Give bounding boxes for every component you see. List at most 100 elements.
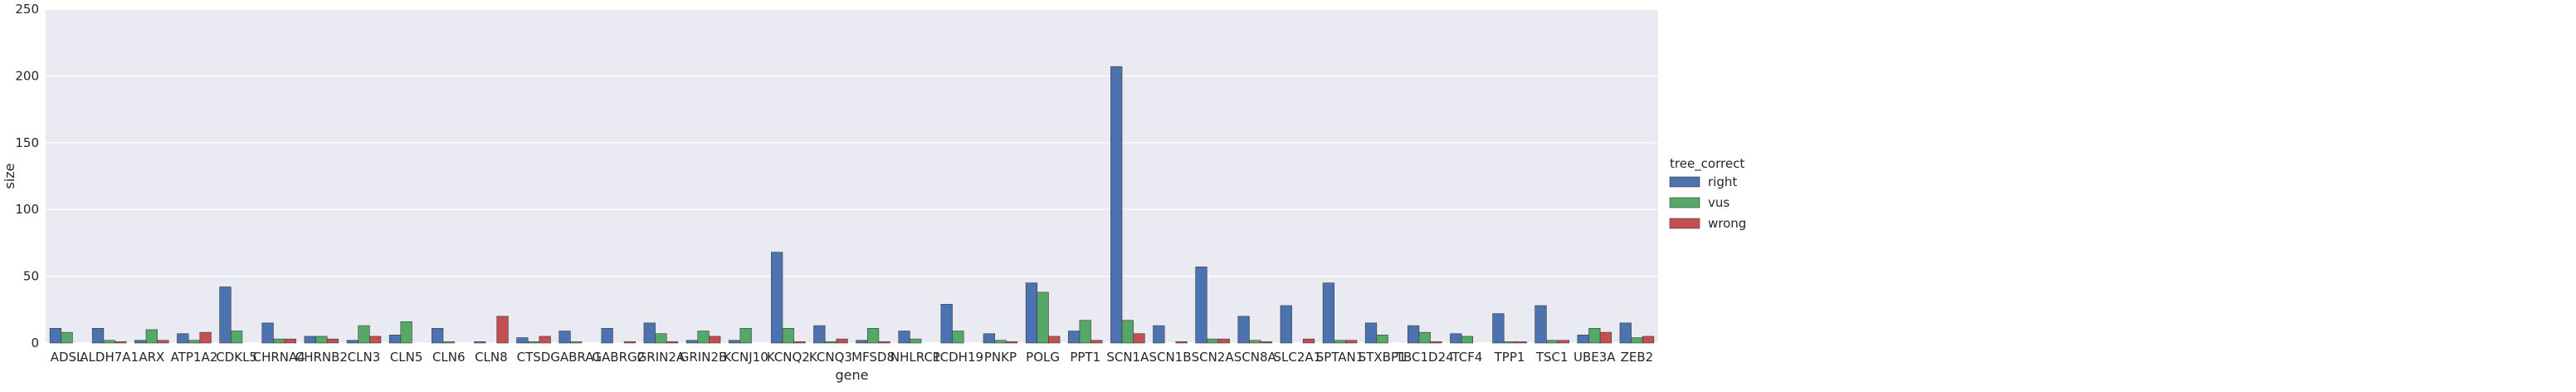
bar-right-polg bbox=[1025, 282, 1038, 344]
bar-right-kcnq3 bbox=[813, 325, 826, 344]
x-tick-label: CDKL5 bbox=[216, 350, 257, 365]
x-tick-label: SCN8A bbox=[1234, 350, 1277, 365]
bar-right-pcdh19 bbox=[940, 304, 953, 344]
x-tick-label: TBC1D24 bbox=[1395, 350, 1454, 365]
bar-vus-stxbp1 bbox=[1376, 335, 1388, 344]
bar-right-nhlrc1 bbox=[898, 331, 910, 344]
bar-wrong-tpp1 bbox=[1515, 341, 1527, 344]
bar-right-cln3 bbox=[346, 340, 359, 344]
x-tick-label: CLN3 bbox=[348, 350, 381, 365]
bar-right-scn8a bbox=[1237, 316, 1250, 344]
x-tick-label: UBE3A bbox=[1573, 350, 1616, 365]
bar-right-cln5 bbox=[388, 335, 402, 344]
y-tick-label: 100 bbox=[15, 202, 39, 217]
bar-vus-kcnq2 bbox=[782, 328, 794, 344]
bar-right-kcnq2 bbox=[771, 252, 783, 344]
x-tick-label: NHLRC1 bbox=[890, 350, 941, 365]
x-tick-label: GRIN2B bbox=[680, 350, 728, 365]
legend: tree_correct right vus wrong bbox=[1669, 156, 1746, 231]
y-tick-label: 250 bbox=[15, 2, 39, 17]
bar-right-slc2a1 bbox=[1280, 305, 1292, 344]
x-tick-label: TSC1 bbox=[1535, 350, 1569, 365]
bar-right-grin2b bbox=[685, 340, 699, 344]
bar-vus-nhlrc1 bbox=[910, 338, 922, 344]
bar-vus-kcnj10 bbox=[739, 328, 752, 344]
x-tick-label: ADSL bbox=[51, 350, 84, 365]
x-tick-label: TPP1 bbox=[1494, 350, 1525, 365]
bar-right-atp1a2 bbox=[177, 333, 189, 344]
x-tick-label: KCNQ2 bbox=[767, 350, 810, 365]
bar-vus-arx bbox=[145, 329, 158, 344]
x-tick-label: POLG bbox=[1026, 350, 1060, 365]
bar-wrong-polg bbox=[1048, 336, 1061, 344]
bar-vus-cln6 bbox=[442, 341, 455, 344]
bar-right-grin2a bbox=[643, 322, 656, 344]
bar-wrong-zeb2 bbox=[1642, 336, 1655, 344]
bar-vus-pnkp bbox=[994, 340, 1007, 344]
bar-vus-mfsd8 bbox=[866, 328, 880, 344]
bar-right-chrnb2 bbox=[304, 336, 316, 344]
bar-vus-chrnb2 bbox=[315, 336, 328, 344]
x-tick-label: SLC2A1 bbox=[1274, 350, 1322, 365]
x-tick-label: PCDH19 bbox=[933, 350, 983, 365]
bar-wrong-kcnq3 bbox=[836, 338, 848, 344]
x-tick-label: ZEB2 bbox=[1621, 350, 1654, 365]
legend-label-right: right bbox=[1708, 174, 1737, 189]
x-tick-label: ARX bbox=[139, 350, 164, 365]
bars bbox=[49, 66, 1655, 344]
x-tick-label: KCNJ10 bbox=[724, 350, 768, 365]
bar-right-tbc1d24 bbox=[1408, 325, 1420, 344]
bar-wrong-arx bbox=[157, 340, 169, 344]
bar-right-kcnj10 bbox=[728, 340, 741, 344]
y-tick-label: 200 bbox=[15, 68, 39, 83]
x-tick-label: PNKP bbox=[984, 350, 1017, 365]
bar-wrong-pnkp bbox=[1005, 341, 1018, 344]
x-tick-label: MFSD8 bbox=[851, 350, 895, 365]
bar-right-ctsd bbox=[516, 337, 529, 344]
bar-vus-grin2b bbox=[697, 331, 710, 344]
bar-right-chrna4 bbox=[261, 322, 274, 344]
bar-vus-pcdh19 bbox=[952, 331, 964, 344]
x-tick-label: TCF4 bbox=[1451, 350, 1482, 365]
bar-right-tcf4 bbox=[1450, 333, 1462, 344]
bar-right-mfsd8 bbox=[856, 340, 868, 344]
y-tick-label: 50 bbox=[23, 269, 39, 284]
bar-wrong-ppt1 bbox=[1090, 340, 1103, 344]
y-tick-labels: 0 50 100 150 200 250 bbox=[15, 2, 39, 350]
bar-wrong-grin2a bbox=[666, 341, 679, 344]
bar-vus-cdkl5 bbox=[230, 331, 243, 344]
bar-vus-polg bbox=[1037, 292, 1049, 344]
bar-right-sptan1 bbox=[1322, 282, 1334, 344]
bar-vus-kcnq3 bbox=[824, 341, 837, 344]
bar-right-gabra1 bbox=[559, 331, 571, 344]
x-tick-label: KCNQ3 bbox=[809, 350, 852, 365]
bar-wrong-scn8a bbox=[1260, 341, 1273, 344]
x-tick-label: PPT1 bbox=[1070, 350, 1100, 365]
bar-wrong-chrnb2 bbox=[326, 338, 339, 344]
bar-right-stxbp1 bbox=[1364, 322, 1378, 344]
bar-wrong-scn1a bbox=[1133, 333, 1145, 344]
x-tick-label: SCN1A bbox=[1106, 350, 1149, 365]
bar-right-scn1a bbox=[1110, 66, 1123, 344]
bar-wrong-gabrg2 bbox=[623, 341, 637, 344]
legend-swatch-wrong bbox=[1669, 218, 1700, 229]
bar-vus-grin2a bbox=[655, 333, 667, 344]
bar-right-ppt1 bbox=[1067, 331, 1081, 344]
bar-vus-ube3a bbox=[1588, 328, 1601, 344]
legend-swatch-vus bbox=[1669, 197, 1700, 208]
bar-wrong-tsc1 bbox=[1557, 340, 1569, 344]
bar-wrong-ube3a bbox=[1599, 331, 1612, 344]
x-tick-label: CLN5 bbox=[390, 350, 423, 365]
x-tick-label: CTSD bbox=[517, 350, 551, 365]
bar-vus-scn1a bbox=[1121, 320, 1134, 344]
bar-vus-adsl bbox=[61, 331, 73, 344]
bar-wrong-mfsd8 bbox=[878, 341, 890, 344]
bar-right-tsc1 bbox=[1534, 305, 1547, 344]
x-tick-label: GABRA1 bbox=[550, 350, 602, 365]
bar-wrong-ctsd bbox=[539, 336, 551, 344]
bar-right-aldh7a1 bbox=[91, 328, 105, 344]
bar-vus-tbc1d24 bbox=[1418, 331, 1431, 344]
bar-vus-aldh7a1 bbox=[103, 340, 115, 344]
x-tick-label: SPTAN1 bbox=[1316, 350, 1364, 365]
bar-vus-scn2a bbox=[1207, 338, 1219, 344]
